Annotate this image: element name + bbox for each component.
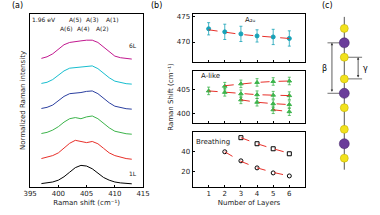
- svg-text:400: 400: [52, 190, 65, 198]
- svg-text:γ: γ: [363, 64, 368, 73]
- svg-text:5: 5: [271, 190, 275, 198]
- svg-text:1L: 1L: [129, 170, 137, 177]
- svg-text:400: 400: [177, 110, 190, 118]
- svg-text:1.96 eV: 1.96 eV: [32, 16, 56, 23]
- svg-text:6: 6: [287, 190, 292, 198]
- svg-text:Normalized Raman intensity: Normalized Raman intensity: [19, 51, 27, 150]
- svg-text:(c): (c): [322, 1, 333, 10]
- svg-text:40: 40: [181, 148, 190, 156]
- svg-text:405: 405: [80, 190, 93, 198]
- svg-text:405: 405: [177, 86, 190, 94]
- svg-text:(b): (b): [151, 1, 162, 10]
- svg-text:Raman shift (cm⁻¹): Raman shift (cm⁻¹): [53, 199, 120, 207]
- svg-text:A(5): A(5): [69, 16, 82, 23]
- svg-text:3: 3: [239, 190, 243, 198]
- svg-text:475: 475: [177, 13, 190, 21]
- svg-text:A-like: A-like: [201, 72, 220, 80]
- svg-text:4: 4: [255, 190, 260, 198]
- svg-text:20: 20: [181, 168, 190, 176]
- svg-text:1: 1: [206, 190, 210, 198]
- svg-text:Breathing: Breathing: [196, 138, 230, 146]
- svg-text:Raman Shift (cm⁻¹): Raman Shift (cm⁻¹): [167, 63, 175, 131]
- svg-text:A(6): A(6): [60, 25, 73, 32]
- svg-text:(a): (a): [12, 1, 23, 10]
- svg-text:A(4): A(4): [77, 25, 90, 32]
- svg-text:β: β: [322, 64, 327, 73]
- svg-text:395: 395: [23, 190, 36, 198]
- svg-text:Number of Layers: Number of Layers: [218, 199, 281, 207]
- svg-text:410: 410: [108, 190, 121, 198]
- svg-text:A(2): A(2): [96, 25, 109, 32]
- svg-text:6L: 6L: [129, 42, 137, 49]
- svg-text:A(1): A(1): [106, 16, 119, 23]
- svg-text:A(3): A(3): [86, 16, 99, 23]
- svg-text:2: 2: [223, 190, 227, 198]
- svg-text:415: 415: [136, 190, 149, 198]
- svg-text:A₂ᵤ: A₂ᵤ: [245, 16, 256, 24]
- svg-text:470: 470: [177, 38, 190, 46]
